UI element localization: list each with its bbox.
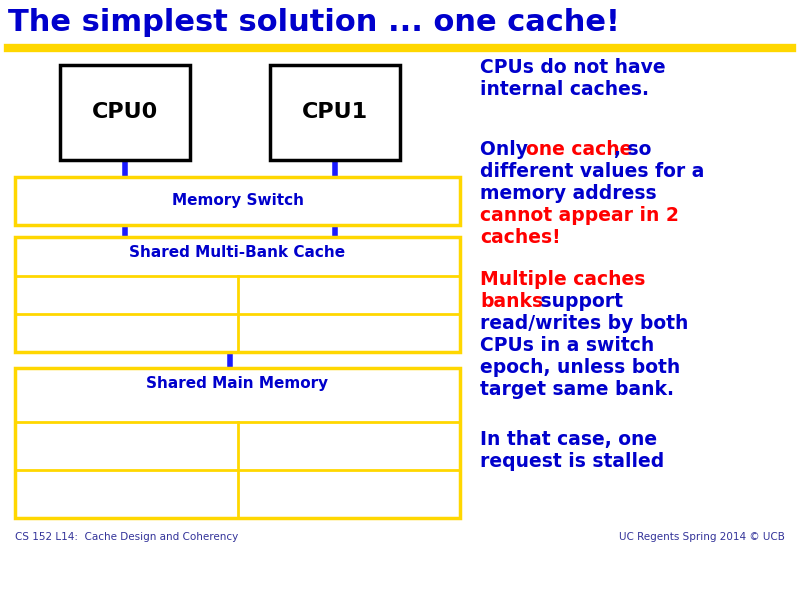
Text: CS 152 L14:  Cache Design and Coherency: CS 152 L14: Cache Design and Coherency bbox=[15, 532, 238, 542]
Bar bbox=[15, 177, 460, 225]
Text: CPU0: CPU0 bbox=[92, 103, 158, 122]
Text: , so: , so bbox=[614, 140, 651, 159]
Text: request is stalled: request is stalled bbox=[480, 452, 664, 471]
Text: banks: banks bbox=[480, 292, 543, 311]
Text: CPU1: CPU1 bbox=[302, 103, 368, 122]
Text: In that case, one: In that case, one bbox=[480, 430, 657, 449]
Text: support: support bbox=[534, 292, 623, 311]
Text: The simplest solution ... one cache!: The simplest solution ... one cache! bbox=[8, 8, 620, 37]
Text: read/writes by both: read/writes by both bbox=[480, 314, 688, 333]
Text: CPUs do not have: CPUs do not have bbox=[480, 58, 666, 77]
Text: target same bank.: target same bank. bbox=[480, 380, 674, 399]
Bar bbox=[60, 65, 190, 160]
Text: internal caches.: internal caches. bbox=[480, 80, 649, 99]
Text: CPUs in a switch: CPUs in a switch bbox=[480, 336, 654, 355]
Bar bbox=[15, 368, 460, 518]
Text: epoch, unless both: epoch, unless both bbox=[480, 358, 680, 377]
Text: cannot appear in 2: cannot appear in 2 bbox=[480, 206, 679, 225]
Text: different values for a: different values for a bbox=[480, 162, 704, 181]
Text: Shared Multi-Bank Cache: Shared Multi-Bank Cache bbox=[130, 245, 346, 260]
Text: UC Regents Spring 2014 © UCB: UC Regents Spring 2014 © UCB bbox=[619, 532, 785, 542]
Text: Only: Only bbox=[480, 140, 534, 159]
Text: Memory Switch: Memory Switch bbox=[171, 193, 303, 208]
Bar bbox=[270, 65, 400, 160]
Text: Multiple caches: Multiple caches bbox=[480, 270, 646, 289]
Text: one cache: one cache bbox=[526, 140, 632, 159]
Text: caches!: caches! bbox=[480, 228, 561, 247]
Text: Shared Main Memory: Shared Main Memory bbox=[146, 376, 329, 391]
Bar bbox=[15, 237, 460, 352]
Text: memory address: memory address bbox=[480, 184, 657, 203]
